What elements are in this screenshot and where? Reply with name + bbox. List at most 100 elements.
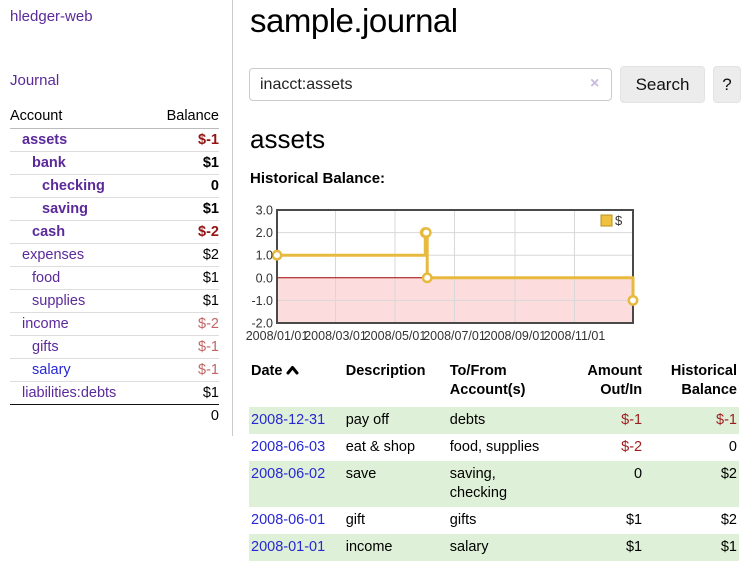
- data-point-marker: [420, 227, 432, 239]
- y-axis-tick-label: 3.0: [256, 204, 273, 218]
- account-row: liabilities:debts $1: [10, 382, 219, 404]
- sidebar-item-journal[interactable]: Journal: [10, 72, 60, 89]
- x-axis-tick-label: 2008/07/01: [423, 329, 486, 343]
- y-axis-tick-label: -2.0: [251, 317, 273, 331]
- transaction-balance: 0: [728, 439, 737, 455]
- account-row: expenses $2: [10, 244, 219, 267]
- x-axis-tick-label: 2008/05/01: [364, 329, 427, 343]
- transaction-balance: $2: [720, 512, 737, 528]
- sidebar-account-link[interactable]: checking: [42, 178, 105, 194]
- account-row: salary $-1: [10, 359, 219, 382]
- historical-balance-chart: $3.0 2.0 1.0 0.0 -1.0 -2.0 2008/01/01 2008/03/0…: [246, 200, 742, 348]
- transaction-row: 2008-06-02 save saving, checking 0 $2: [249, 461, 739, 507]
- sidebar-account-link[interactable]: income: [22, 316, 69, 332]
- sidebar-account-link[interactable]: salary: [32, 362, 71, 378]
- transaction-row: 2008-06-01 gift gifts $1 $2: [249, 507, 739, 534]
- transaction-description: save: [345, 466, 377, 482]
- transaction-amount: 0: [634, 466, 643, 482]
- x-axis-tick-label: 2008/01/01: [246, 329, 309, 343]
- transaction-date-link[interactable]: 2008-06-02: [251, 466, 326, 482]
- transaction-balance: $1: [720, 539, 737, 555]
- account-row: food $1: [10, 267, 219, 290]
- account-row: gifts $-1: [10, 336, 219, 359]
- transaction-accounts: food, supplies: [449, 439, 540, 455]
- account-column-header: Account: [10, 108, 63, 124]
- search-input[interactable]: [249, 68, 612, 101]
- sidebar-account-link[interactable]: assets: [22, 132, 68, 148]
- transaction-description: income: [345, 539, 393, 555]
- chart-canvas: $3.0 2.0 1.0 0.0 -1.0 -2.02008/01/012008/03/0…: [246, 204, 639, 343]
- transaction-date-link[interactable]: 2008-12-31: [251, 412, 326, 428]
- sidebar-account-link[interactable]: cash: [32, 224, 66, 240]
- account-row: bank $1: [10, 152, 219, 175]
- app-title-link[interactable]: hledger-web: [10, 8, 93, 25]
- transaction-row: 2008-12-31 pay off debts $-1 $-1: [249, 407, 739, 434]
- account-balance: $-2: [198, 224, 219, 240]
- page-title: sample.journal: [250, 2, 458, 39]
- account-heading: assets: [250, 124, 326, 154]
- column-header-amount: Amount Out/In: [587, 363, 643, 398]
- transaction-balance: $2: [720, 466, 737, 482]
- transaction-accounts: salary: [449, 539, 489, 555]
- chart-title: Historical Balance:: [250, 170, 386, 187]
- sidebar-account-link[interactable]: saving: [42, 201, 88, 217]
- x-axis-tick-label: 2008/03/01: [304, 329, 367, 343]
- column-header-tofrom: To/From Account(s): [449, 363, 526, 398]
- y-axis-tick-label: 1.0: [256, 249, 273, 263]
- transaction-amount: $1: [625, 512, 643, 528]
- account-row: assets $-1: [10, 129, 219, 152]
- account-balance: $-1: [198, 132, 219, 148]
- sidebar-account-link[interactable]: food: [32, 270, 61, 286]
- column-header-description: Description: [345, 363, 426, 379]
- total-balance: 0: [210, 408, 219, 424]
- register-rows: 2008-12-31 pay off debts $-1 $-1 2008-06-03 ea…: [249, 407, 739, 561]
- accounts-table: Account Balance assets $-1 bank $1 checking 0…: [10, 106, 219, 428]
- account-row: supplies $1: [10, 290, 219, 313]
- account-rows: assets $-1 bank $1 checking 0 saving $1 cash $-2 e…: [10, 129, 219, 404]
- x-axis-tick-label: 2008/11/01: [544, 329, 606, 343]
- account-balance: $1: [202, 270, 219, 286]
- help-button[interactable]: ?: [713, 66, 741, 103]
- account-balance: $-1: [198, 339, 219, 355]
- balance-column-header: Balance: [166, 108, 219, 124]
- y-axis-tick-label: 0.0: [256, 271, 273, 285]
- transaction-accounts: saving, checking: [449, 466, 508, 501]
- account-balance: $2: [202, 247, 219, 263]
- column-header-balance: Historical Balance: [670, 363, 737, 398]
- sidebar: hledger-web Journal Account Balance asse…: [0, 0, 233, 436]
- legend-swatch: [600, 214, 613, 227]
- register-table: Date Description To/From Account(s) Amou…: [249, 362, 739, 561]
- register-header-row: Date Description To/From Account(s) Amou…: [249, 362, 739, 407]
- account-balance: $-1: [198, 362, 219, 378]
- column-header-date[interactable]: Date: [249, 362, 346, 407]
- accounts-total-row: 0: [10, 404, 219, 428]
- account-row: income $-2: [10, 313, 219, 336]
- account-balance: $1: [202, 155, 219, 171]
- main-content: sample.journal × Search ? assets Histori…: [246, 0, 742, 582]
- data-point-marker: [627, 294, 639, 306]
- account-balance: $1: [202, 293, 219, 309]
- sidebar-account-link[interactable]: bank: [32, 155, 66, 171]
- account-row: checking 0: [10, 175, 219, 198]
- transaction-row: 2008-06-03 eat & shop food, supplies $-2 0: [249, 434, 739, 461]
- x-axis-tick-label: 2008/09/01: [484, 329, 547, 343]
- sidebar-account-link[interactable]: expenses: [22, 247, 85, 263]
- transaction-date-link[interactable]: 2008-06-01: [251, 512, 326, 528]
- transaction-row: 2008-01-01 income salary $1 $1: [249, 534, 739, 561]
- sidebar-account-link[interactable]: gifts: [32, 339, 59, 355]
- sidebar-account-link[interactable]: supplies: [32, 293, 86, 309]
- data-point-marker: [421, 272, 433, 284]
- sidebar-account-link[interactable]: liabilities:debts: [22, 385, 117, 401]
- y-axis-tick-label: -1.0: [251, 294, 273, 308]
- account-balance: 0: [210, 178, 219, 194]
- account-balance: $-2: [198, 316, 219, 332]
- transaction-balance: $-1: [716, 412, 737, 428]
- accounts-table-header: Account Balance: [10, 106, 219, 129]
- transaction-amount: $-1: [621, 412, 643, 428]
- transaction-date-link[interactable]: 2008-01-01: [251, 539, 326, 555]
- search-button[interactable]: Search: [620, 66, 705, 103]
- clear-search-icon[interactable]: ×: [590, 75, 600, 92]
- transaction-date-link[interactable]: 2008-06-03: [251, 439, 326, 455]
- account-balance: $1: [202, 385, 219, 401]
- transaction-description: gift: [345, 512, 366, 528]
